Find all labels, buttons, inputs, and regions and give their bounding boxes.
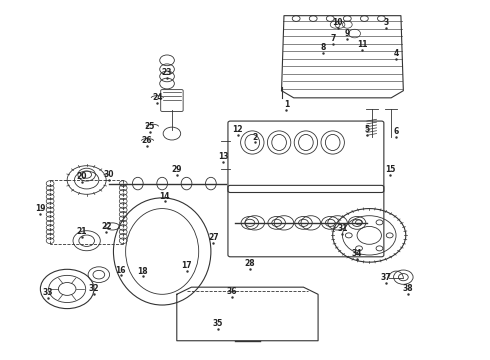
Text: 14: 14: [159, 192, 170, 201]
Text: 5: 5: [364, 126, 369, 135]
Text: 18: 18: [137, 267, 148, 276]
Text: 27: 27: [208, 233, 219, 242]
Text: 3: 3: [384, 18, 389, 27]
Text: 4: 4: [393, 49, 399, 58]
Text: 31: 31: [337, 224, 348, 233]
Text: 8: 8: [320, 43, 326, 52]
Text: 16: 16: [116, 266, 126, 275]
Text: 29: 29: [172, 165, 182, 174]
Text: 35: 35: [213, 319, 223, 328]
Text: 30: 30: [103, 170, 114, 179]
Text: 33: 33: [43, 288, 53, 297]
Text: 12: 12: [232, 126, 243, 135]
Text: 28: 28: [245, 260, 255, 269]
Text: 34: 34: [352, 249, 362, 258]
Text: 32: 32: [89, 284, 99, 293]
Text: 36: 36: [226, 287, 237, 296]
Text: 25: 25: [145, 122, 155, 131]
Text: 2: 2: [252, 132, 257, 141]
Text: 15: 15: [385, 165, 395, 174]
Text: 9: 9: [344, 29, 350, 38]
Text: 17: 17: [181, 261, 192, 270]
Text: 26: 26: [141, 136, 152, 145]
Text: 23: 23: [162, 68, 172, 77]
Text: 13: 13: [218, 152, 228, 161]
Text: 10: 10: [332, 18, 343, 27]
Text: 20: 20: [76, 172, 87, 181]
Text: 37: 37: [381, 273, 392, 282]
Text: 21: 21: [76, 227, 87, 236]
Text: 6: 6: [393, 127, 399, 136]
Text: 7: 7: [330, 35, 335, 44]
Text: 11: 11: [357, 40, 367, 49]
Text: 19: 19: [35, 204, 46, 213]
Text: 24: 24: [152, 93, 163, 102]
Text: 1: 1: [284, 100, 289, 109]
Text: 38: 38: [403, 284, 414, 293]
Text: 22: 22: [101, 222, 111, 231]
